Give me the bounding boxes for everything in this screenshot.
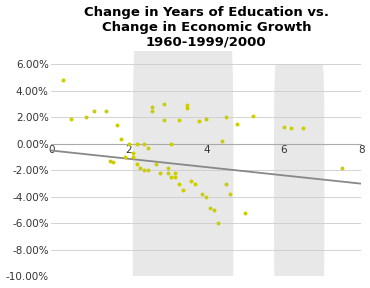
Point <box>172 175 178 179</box>
Point <box>172 171 178 175</box>
Point <box>141 142 147 146</box>
Point <box>165 165 171 170</box>
Point <box>176 181 182 186</box>
Title: Change in Years of Education vs.
Change in Economic Growth
1960-1999/2000: Change in Years of Education vs. Change … <box>84 5 329 49</box>
FancyBboxPatch shape <box>133 24 233 288</box>
Point <box>204 116 209 121</box>
Point <box>176 118 182 122</box>
Point <box>161 118 167 122</box>
Point <box>199 192 205 197</box>
Point <box>122 155 128 160</box>
Point <box>138 165 144 170</box>
Point <box>223 115 229 120</box>
Point <box>145 168 151 173</box>
Point <box>68 116 74 121</box>
Point <box>107 159 112 163</box>
Point <box>219 139 225 143</box>
Point <box>168 142 174 146</box>
Point <box>289 126 295 130</box>
Point <box>114 123 120 128</box>
Point <box>234 122 240 126</box>
Ellipse shape <box>144 91 222 157</box>
Circle shape <box>169 0 196 288</box>
Point <box>91 109 97 113</box>
Point <box>145 145 151 150</box>
Point <box>204 195 209 199</box>
Point <box>83 115 89 120</box>
Point <box>110 160 116 165</box>
Point <box>165 171 171 175</box>
Point <box>215 221 221 226</box>
Point <box>281 124 287 129</box>
Point <box>242 211 248 215</box>
Point <box>126 142 132 146</box>
Point <box>134 142 139 146</box>
Point <box>184 103 190 108</box>
FancyBboxPatch shape <box>274 64 324 288</box>
Point <box>211 208 217 213</box>
Point <box>250 114 256 118</box>
Point <box>157 171 163 175</box>
Point <box>226 192 232 197</box>
Point <box>300 126 306 130</box>
Point <box>207 205 213 210</box>
Point <box>184 106 190 110</box>
Point <box>149 105 155 109</box>
Point <box>60 78 66 83</box>
Point <box>196 119 202 124</box>
Point <box>141 168 147 173</box>
Point <box>153 162 159 166</box>
Point <box>339 165 345 170</box>
Point <box>180 188 186 193</box>
Point <box>130 151 136 156</box>
Point <box>168 175 174 179</box>
Point <box>188 179 194 183</box>
Point <box>130 155 136 160</box>
Point <box>149 109 155 113</box>
Point <box>134 162 139 166</box>
FancyBboxPatch shape <box>141 0 226 288</box>
Point <box>192 181 198 186</box>
Point <box>103 109 109 113</box>
Point <box>223 181 229 186</box>
Point <box>161 102 167 107</box>
Point <box>118 136 124 141</box>
